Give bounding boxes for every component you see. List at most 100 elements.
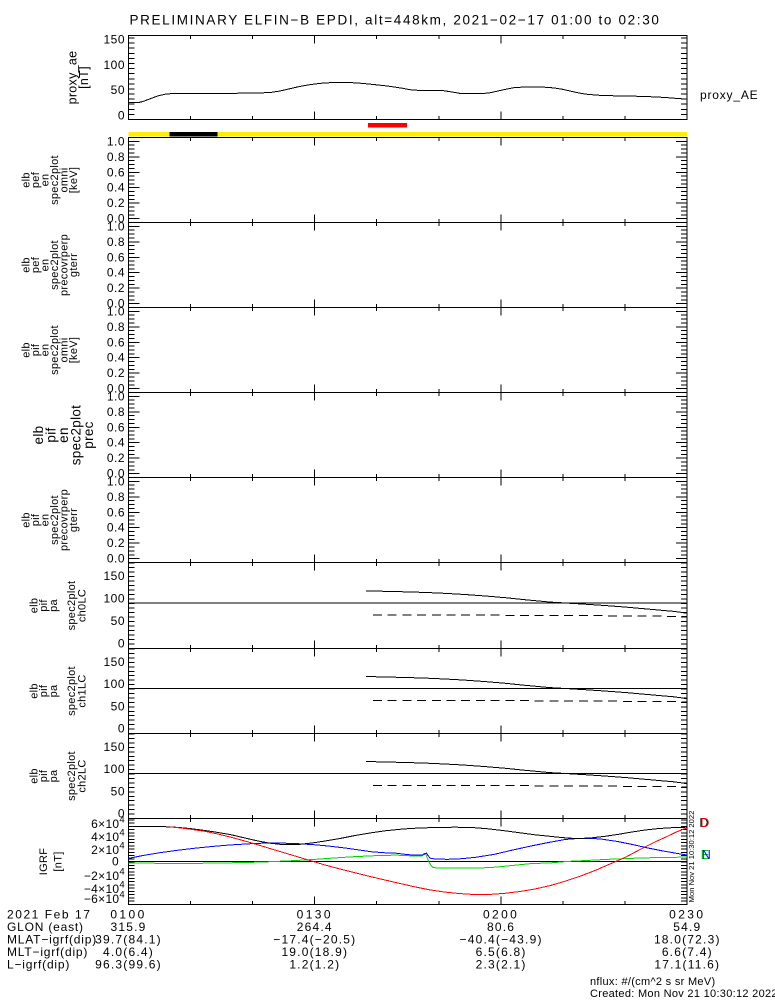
svg-text:[keV]: [keV]	[68, 337, 80, 364]
svg-text:100: 100	[103, 591, 125, 605]
svg-text:6.6(7.4): 6.6(7.4)	[662, 945, 713, 959]
svg-text:0.6: 0.6	[107, 505, 125, 519]
svg-text:−17.4(−20.5): −17.4(−20.5)	[273, 933, 356, 947]
svg-text:MLT−igrf(dip): MLT−igrf(dip)	[7, 945, 88, 959]
svg-text:elb: elb	[21, 172, 33, 188]
svg-text:0100: 0100	[110, 908, 146, 922]
svg-text:4.0(6.4): 4.0(6.4)	[103, 945, 154, 959]
svg-text:elb: elb	[21, 257, 33, 273]
svg-text:1.0: 1.0	[107, 474, 125, 488]
svg-text:pef: pef	[30, 171, 42, 188]
svg-text:en: en	[56, 427, 71, 443]
svg-text:0: 0	[118, 722, 125, 736]
svg-text:elb: elb	[29, 683, 41, 699]
svg-text:precovrperp: precovrperp	[59, 234, 71, 296]
svg-text:2×104: 2×104	[91, 840, 125, 857]
svg-text:0: 0	[112, 855, 119, 869]
svg-text:96.3(99.6): 96.3(99.6)	[95, 958, 162, 972]
svg-text:pif: pif	[38, 769, 50, 782]
svg-text:0200: 0200	[483, 908, 519, 922]
svg-text:elb: elb	[21, 342, 33, 358]
svg-text:0.8: 0.8	[107, 235, 125, 249]
svg-text:0.0: 0.0	[107, 467, 125, 481]
svg-text:Mon Nov 21 10:30:12 2022: Mon Nov 21 10:30:12 2022	[687, 811, 696, 903]
svg-text:39.7(84.1): 39.7(84.1)	[95, 933, 162, 947]
svg-text:0.8: 0.8	[107, 150, 125, 164]
svg-text:pa: pa	[48, 599, 60, 612]
svg-text:spec2plot: spec2plot	[69, 405, 84, 466]
svg-text:gterr: gterr	[68, 253, 80, 277]
svg-text:GLON (east): GLON (east)	[7, 920, 84, 934]
svg-text:elb: elb	[29, 598, 41, 614]
svg-text:0.6: 0.6	[107, 250, 125, 264]
svg-text:en: en	[40, 174, 52, 187]
svg-text:D: D	[699, 816, 708, 830]
svg-text:1.0: 1.0	[107, 134, 125, 148]
svg-text:en: en	[40, 259, 52, 272]
svg-text:spec2plot: spec2plot	[49, 240, 61, 290]
svg-text:MLAT−igrf(dip): MLAT−igrf(dip)	[7, 933, 97, 947]
svg-text:gterr: gterr	[68, 508, 80, 532]
svg-text:150: 150	[103, 740, 125, 754]
svg-text:100: 100	[103, 58, 125, 72]
svg-text:D: D	[700, 816, 709, 830]
svg-text:100: 100	[103, 677, 125, 691]
svg-text:spec2plot: spec2plot	[66, 666, 78, 716]
svg-text:0.6: 0.6	[107, 335, 125, 349]
svg-text:0.2: 0.2	[107, 451, 125, 465]
svg-text:prec: prec	[81, 421, 96, 448]
svg-text:0.2: 0.2	[107, 536, 125, 550]
svg-text:50: 50	[111, 83, 125, 97]
svg-text:0.2: 0.2	[107, 196, 125, 210]
svg-text:Created: Mon Nov 21 10:30:12 2: Created: Mon Nov 21 10:30:12 2022	[590, 988, 775, 1000]
svg-text:2021 Feb 17: 2021 Feb 17	[7, 908, 91, 922]
svg-text:[nT]: [nT]	[77, 66, 91, 89]
svg-text:50: 50	[111, 699, 125, 713]
svg-text:150: 150	[103, 32, 125, 46]
svg-text:pif: pif	[38, 684, 50, 697]
svg-text:100: 100	[103, 762, 125, 776]
svg-text:proxy_ae: proxy_ae	[66, 51, 80, 105]
svg-text:0.0: 0.0	[107, 297, 125, 311]
svg-text:precovrperp: precovrperp	[59, 489, 71, 551]
svg-text:1.0: 1.0	[107, 219, 125, 233]
svg-text:nflux: #/(cm^2 s sr MeV): nflux: #/(cm^2 s sr MeV)	[590, 976, 715, 988]
svg-text:0.6: 0.6	[107, 420, 125, 434]
svg-text:0: 0	[118, 636, 125, 650]
svg-text:0.4: 0.4	[107, 351, 125, 365]
svg-text:50: 50	[111, 784, 125, 798]
svg-text:spec2plot: spec2plot	[49, 155, 61, 205]
svg-text:80.6: 80.6	[487, 920, 515, 934]
svg-text:1.0: 1.0	[107, 304, 125, 318]
svg-text:elb: elb	[31, 426, 46, 445]
svg-text:en: en	[40, 514, 52, 527]
svg-text:pa: pa	[48, 769, 60, 782]
svg-text:ch1LC: ch1LC	[77, 674, 89, 707]
svg-text:0230: 0230	[669, 908, 705, 922]
svg-text:pa: pa	[48, 684, 60, 697]
svg-text:1.2(1.2): 1.2(1.2)	[289, 958, 340, 972]
svg-text:omni: omni	[59, 167, 71, 192]
svg-text:264.4: 264.4	[297, 920, 333, 934]
svg-text:−2×104: −2×104	[84, 866, 125, 883]
svg-text:−6×104: −6×104	[84, 889, 125, 906]
svg-text:0.8: 0.8	[107, 320, 125, 334]
svg-text:150: 150	[103, 655, 125, 669]
svg-text:pef: pef	[30, 256, 42, 273]
svg-text:0.2: 0.2	[107, 281, 125, 295]
svg-text:pif: pif	[30, 343, 42, 356]
svg-text:0.4: 0.4	[107, 521, 125, 535]
svg-text:−40.4(−43.9): −40.4(−43.9)	[460, 933, 543, 947]
svg-text:[nT]: [nT]	[53, 851, 65, 871]
svg-text:E: E	[701, 848, 710, 862]
svg-text:spec2plot: spec2plot	[49, 325, 61, 375]
svg-text:pif: pif	[30, 513, 42, 526]
svg-text:pif: pif	[43, 427, 58, 442]
svg-text:2.3(2.1): 2.3(2.1)	[476, 958, 527, 972]
svg-text:150: 150	[103, 569, 125, 583]
svg-text:6.5(6.8): 6.5(6.8)	[476, 945, 527, 959]
svg-text:0.4: 0.4	[107, 181, 125, 195]
svg-text:0.8: 0.8	[107, 405, 125, 419]
svg-text:proxy_AE: proxy_AE	[700, 88, 758, 102]
svg-text:50: 50	[111, 614, 125, 628]
